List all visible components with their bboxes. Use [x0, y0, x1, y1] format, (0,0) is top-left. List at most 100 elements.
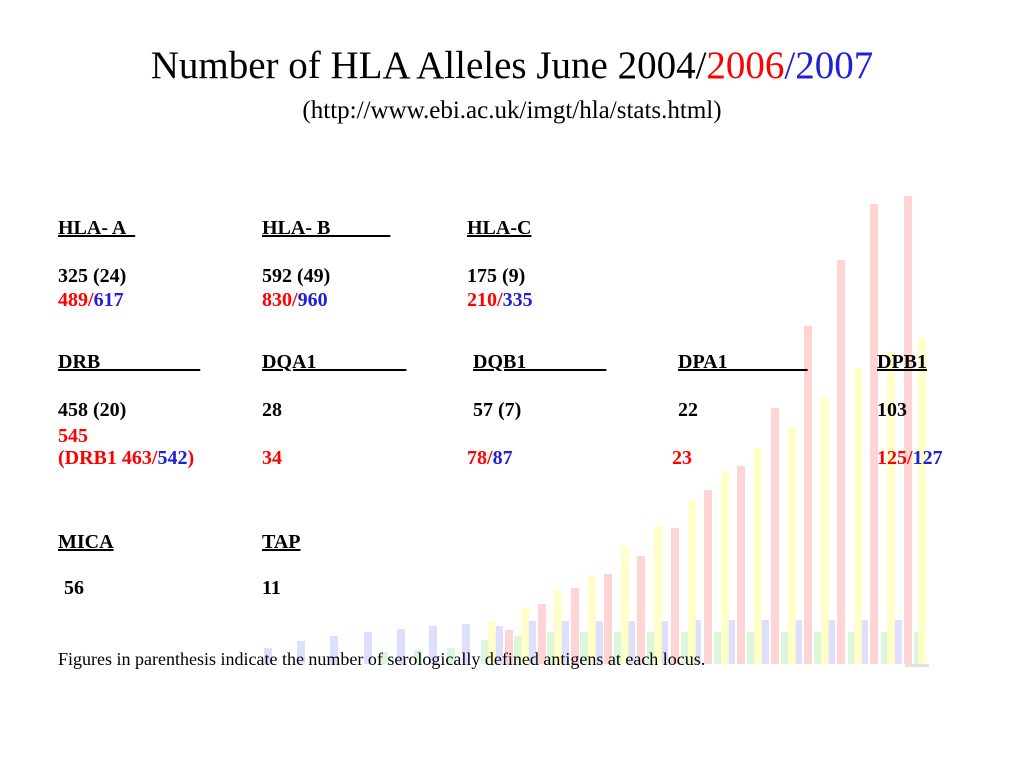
- dqa1-header: DQA1: [262, 351, 407, 373]
- background-bar: [462, 624, 470, 664]
- title-main: Number of HLA Alleles June 2004/: [150, 44, 707, 87]
- mica-count: 56: [64, 577, 84, 599]
- background-bar: [547, 632, 555, 664]
- dqb1-header: DQB1: [473, 351, 607, 373]
- background-bar: [814, 632, 822, 664]
- title-year-2007: 2007: [795, 44, 874, 87]
- hla-c-header: HLA-C: [467, 217, 532, 239]
- background-bar: [881, 632, 889, 664]
- background-bar: [604, 574, 612, 664]
- dpa1-header: DPA1: [678, 351, 808, 373]
- background-bar: [330, 636, 338, 664]
- background-bar: [580, 632, 588, 664]
- background-bar: [771, 408, 779, 664]
- background-bar: [495, 626, 503, 664]
- title-year-2006: 2006: [706, 44, 785, 87]
- background-bar: [554, 590, 562, 664]
- background-bar: [264, 648, 272, 664]
- drb-header: DRB: [58, 351, 201, 373]
- background-bar: [693, 620, 701, 664]
- background-bar: [505, 630, 513, 664]
- background-bar: [588, 575, 596, 664]
- background-baseline: [905, 664, 929, 667]
- background-bar: [637, 556, 645, 664]
- background-bar: [571, 588, 579, 664]
- background-bar: [837, 260, 845, 664]
- background-bar: [621, 546, 629, 664]
- background-bar: [538, 604, 546, 664]
- dqb1-count-2006-2007: 78/87: [467, 447, 513, 469]
- drb-count-2006: 545: [58, 425, 88, 447]
- background-bar: [737, 466, 745, 664]
- dpa1-count-2006: 23: [672, 447, 692, 469]
- background-bar: [804, 326, 812, 664]
- background-bar: [521, 608, 529, 664]
- background-bar: [860, 620, 868, 664]
- background-bar: [481, 640, 489, 664]
- background-bar: [827, 620, 835, 664]
- background-bar: [821, 397, 829, 664]
- background-bar: [647, 632, 655, 664]
- background-bar: [364, 632, 372, 664]
- background-bar: [595, 621, 603, 664]
- hla-a-count-2006-2007: 489/617: [58, 289, 124, 311]
- background-bar: [528, 621, 536, 664]
- background-bar: [614, 632, 622, 664]
- background-bar: [488, 622, 496, 664]
- background-bar: [788, 428, 796, 664]
- tap-count: 11: [262, 577, 281, 599]
- background-bar: [704, 490, 712, 664]
- tap-header: TAP: [262, 531, 301, 553]
- dqb1-count-2004: 57 (7): [473, 399, 522, 421]
- hla-c-count-2006-2007: 210/335: [467, 289, 533, 311]
- background-bar: [514, 636, 522, 664]
- background-bar: [688, 500, 696, 664]
- hla-a-header: HLA- A: [58, 217, 136, 239]
- hla-b-count-2004: 592 (49): [262, 265, 331, 287]
- background-bar: [397, 629, 405, 664]
- background-bar: [887, 352, 895, 664]
- background-bar: [414, 650, 422, 664]
- background-bar: [721, 470, 729, 664]
- background-bar: [681, 632, 689, 664]
- dqa1-count-2006: 34: [262, 447, 282, 469]
- dpb1-header: DPB1: [877, 351, 927, 373]
- drb-count-2004: 458 (20): [58, 399, 127, 421]
- background-bar: [794, 620, 802, 664]
- background-bar: [747, 632, 755, 664]
- dpa1-count-2004: 22: [678, 399, 698, 421]
- title-slash: /: [784, 44, 796, 87]
- dqa1-count-2004: 28: [262, 399, 282, 421]
- background-bar: [727, 620, 735, 664]
- dpb1-count-2006-2007: 125/127: [877, 447, 943, 469]
- background-bar: [761, 620, 769, 664]
- background-bar: [671, 528, 679, 664]
- hla-a-count-2004: 325 (24): [58, 265, 127, 287]
- background-bar: [447, 648, 455, 664]
- source-url: (http://www.ebi.ac.uk/imgt/hla/stats.htm…: [302, 97, 722, 124]
- background-bar: [848, 632, 856, 664]
- footnote: Figures in parenthesis indicate the numb…: [58, 649, 706, 669]
- dpb1-count-2004: 103: [877, 399, 907, 421]
- hla-b-count-2006-2007: 830/960: [262, 289, 328, 311]
- background-bar: [561, 621, 569, 664]
- mica-header: MICA: [58, 531, 114, 553]
- background-bar: [754, 448, 762, 664]
- hla-c-count-2004: 175 (9): [467, 265, 526, 287]
- background-bar: [627, 621, 635, 664]
- background-bar: [429, 626, 437, 664]
- background-bar: [781, 632, 789, 664]
- background-bar: [297, 641, 305, 664]
- background-bar: [660, 621, 668, 664]
- background-bar: [380, 652, 388, 664]
- page-title: Number of HLA Alleles June 2004/2006/200…: [0, 42, 1024, 90]
- background-bar: [904, 196, 912, 664]
- background-bar: [870, 204, 878, 664]
- drb1-count: (DRB1 463/542): [58, 447, 195, 469]
- background-bar: [854, 368, 862, 664]
- background-bar: [918, 338, 926, 664]
- background-bar: [894, 620, 902, 664]
- hla-b-header: HLA- B: [262, 217, 391, 239]
- background-bar: [714, 632, 722, 664]
